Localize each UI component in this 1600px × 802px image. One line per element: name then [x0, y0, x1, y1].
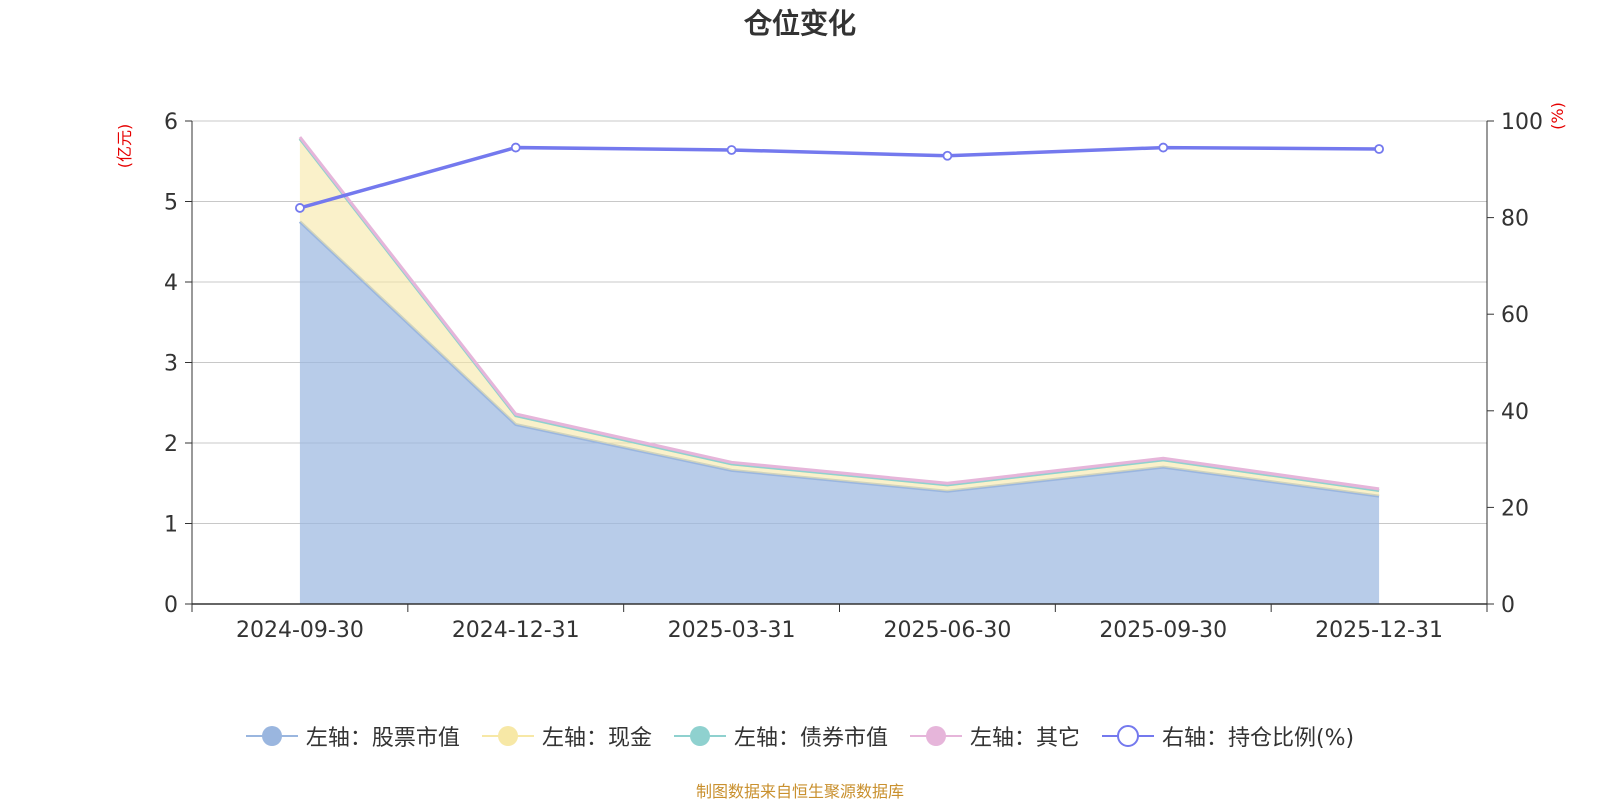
right-axis-tick-label: 40 [1501, 400, 1529, 425]
legend-label: 左轴：债券市值 [733, 726, 888, 751]
x-axis-tick-label: 2024-12-31 [452, 618, 580, 643]
legend-label: 左轴：现金 [541, 726, 652, 751]
right-axis-unit-label: (%) [1548, 102, 1567, 130]
data-source-note: 制图数据来自恒生聚源数据库 [695, 782, 904, 801]
left-axis-unit-label: (亿元) [115, 124, 134, 169]
ratio-line-series [295, 142, 1384, 213]
legend-label: 左轴：股票市值 [305, 726, 460, 751]
left-axis-tick-label: 4 [164, 271, 178, 296]
area-series [298, 136, 1380, 604]
legend-item[interactable]: 左轴：其它 [909, 720, 1080, 752]
legend-label: 右轴：持仓比例(%) [1161, 726, 1355, 751]
left-axis-tick-label: 3 [164, 352, 178, 377]
right-axis-tick-label: 100 [1501, 110, 1543, 135]
ratio-line [299, 145, 1380, 210]
legend-item[interactable]: 左轴：债券市值 [673, 720, 888, 752]
area-fill-stock [299, 221, 1380, 604]
x-axis-tick-label: 2025-09-30 [1099, 618, 1227, 643]
ratio-point [295, 203, 305, 213]
x-axis-tick-label: 2025-12-31 [1315, 618, 1443, 643]
area-edge-other [298, 136, 1380, 491]
chart-legend: 左轴：股票市值 左轴：现金 左轴：债券市值 左轴：其它 右轴：持仓比例(%) [0, 720, 1600, 752]
right-axis-tick-label: 20 [1501, 496, 1529, 521]
x-axis-tick-label: 2024-09-30 [236, 618, 364, 643]
legend-label: 左轴：其它 [969, 726, 1080, 751]
right-axis-tick-label: 80 [1501, 207, 1529, 232]
x-axis-tick-label: 2025-03-31 [668, 618, 796, 643]
right-axis-tick-label: 60 [1501, 303, 1529, 328]
legend-marker-icon [673, 726, 726, 746]
left-axis-tick-label: 1 [164, 513, 178, 538]
legend-marker-icon [481, 726, 534, 746]
legend-item[interactable]: 左轴：现金 [481, 720, 652, 752]
left-axis-tick-label: 5 [164, 191, 178, 216]
legend-item[interactable]: 右轴：持仓比例(%) [1101, 720, 1355, 752]
left-axis-tick-label: 6 [164, 110, 178, 135]
ratio-point [942, 150, 953, 161]
chart-title: 仓位变化 [743, 7, 856, 40]
ratio-point [1374, 144, 1384, 154]
ratio-point [1158, 142, 1169, 153]
right-axis-tick-label: 0 [1501, 593, 1515, 618]
legend-marker-icon [1101, 725, 1154, 747]
ratio-point [726, 145, 737, 155]
legend-marker-icon [909, 726, 962, 746]
ratio-point [510, 142, 521, 153]
x-axis-tick-label: 2025-06-30 [883, 618, 1011, 643]
left-axis-tick-label: 2 [164, 432, 178, 457]
legend-item[interactable]: 左轴：股票市值 [245, 720, 460, 752]
left-axis-tick-label: 0 [164, 593, 178, 618]
legend-marker-icon [245, 726, 298, 746]
